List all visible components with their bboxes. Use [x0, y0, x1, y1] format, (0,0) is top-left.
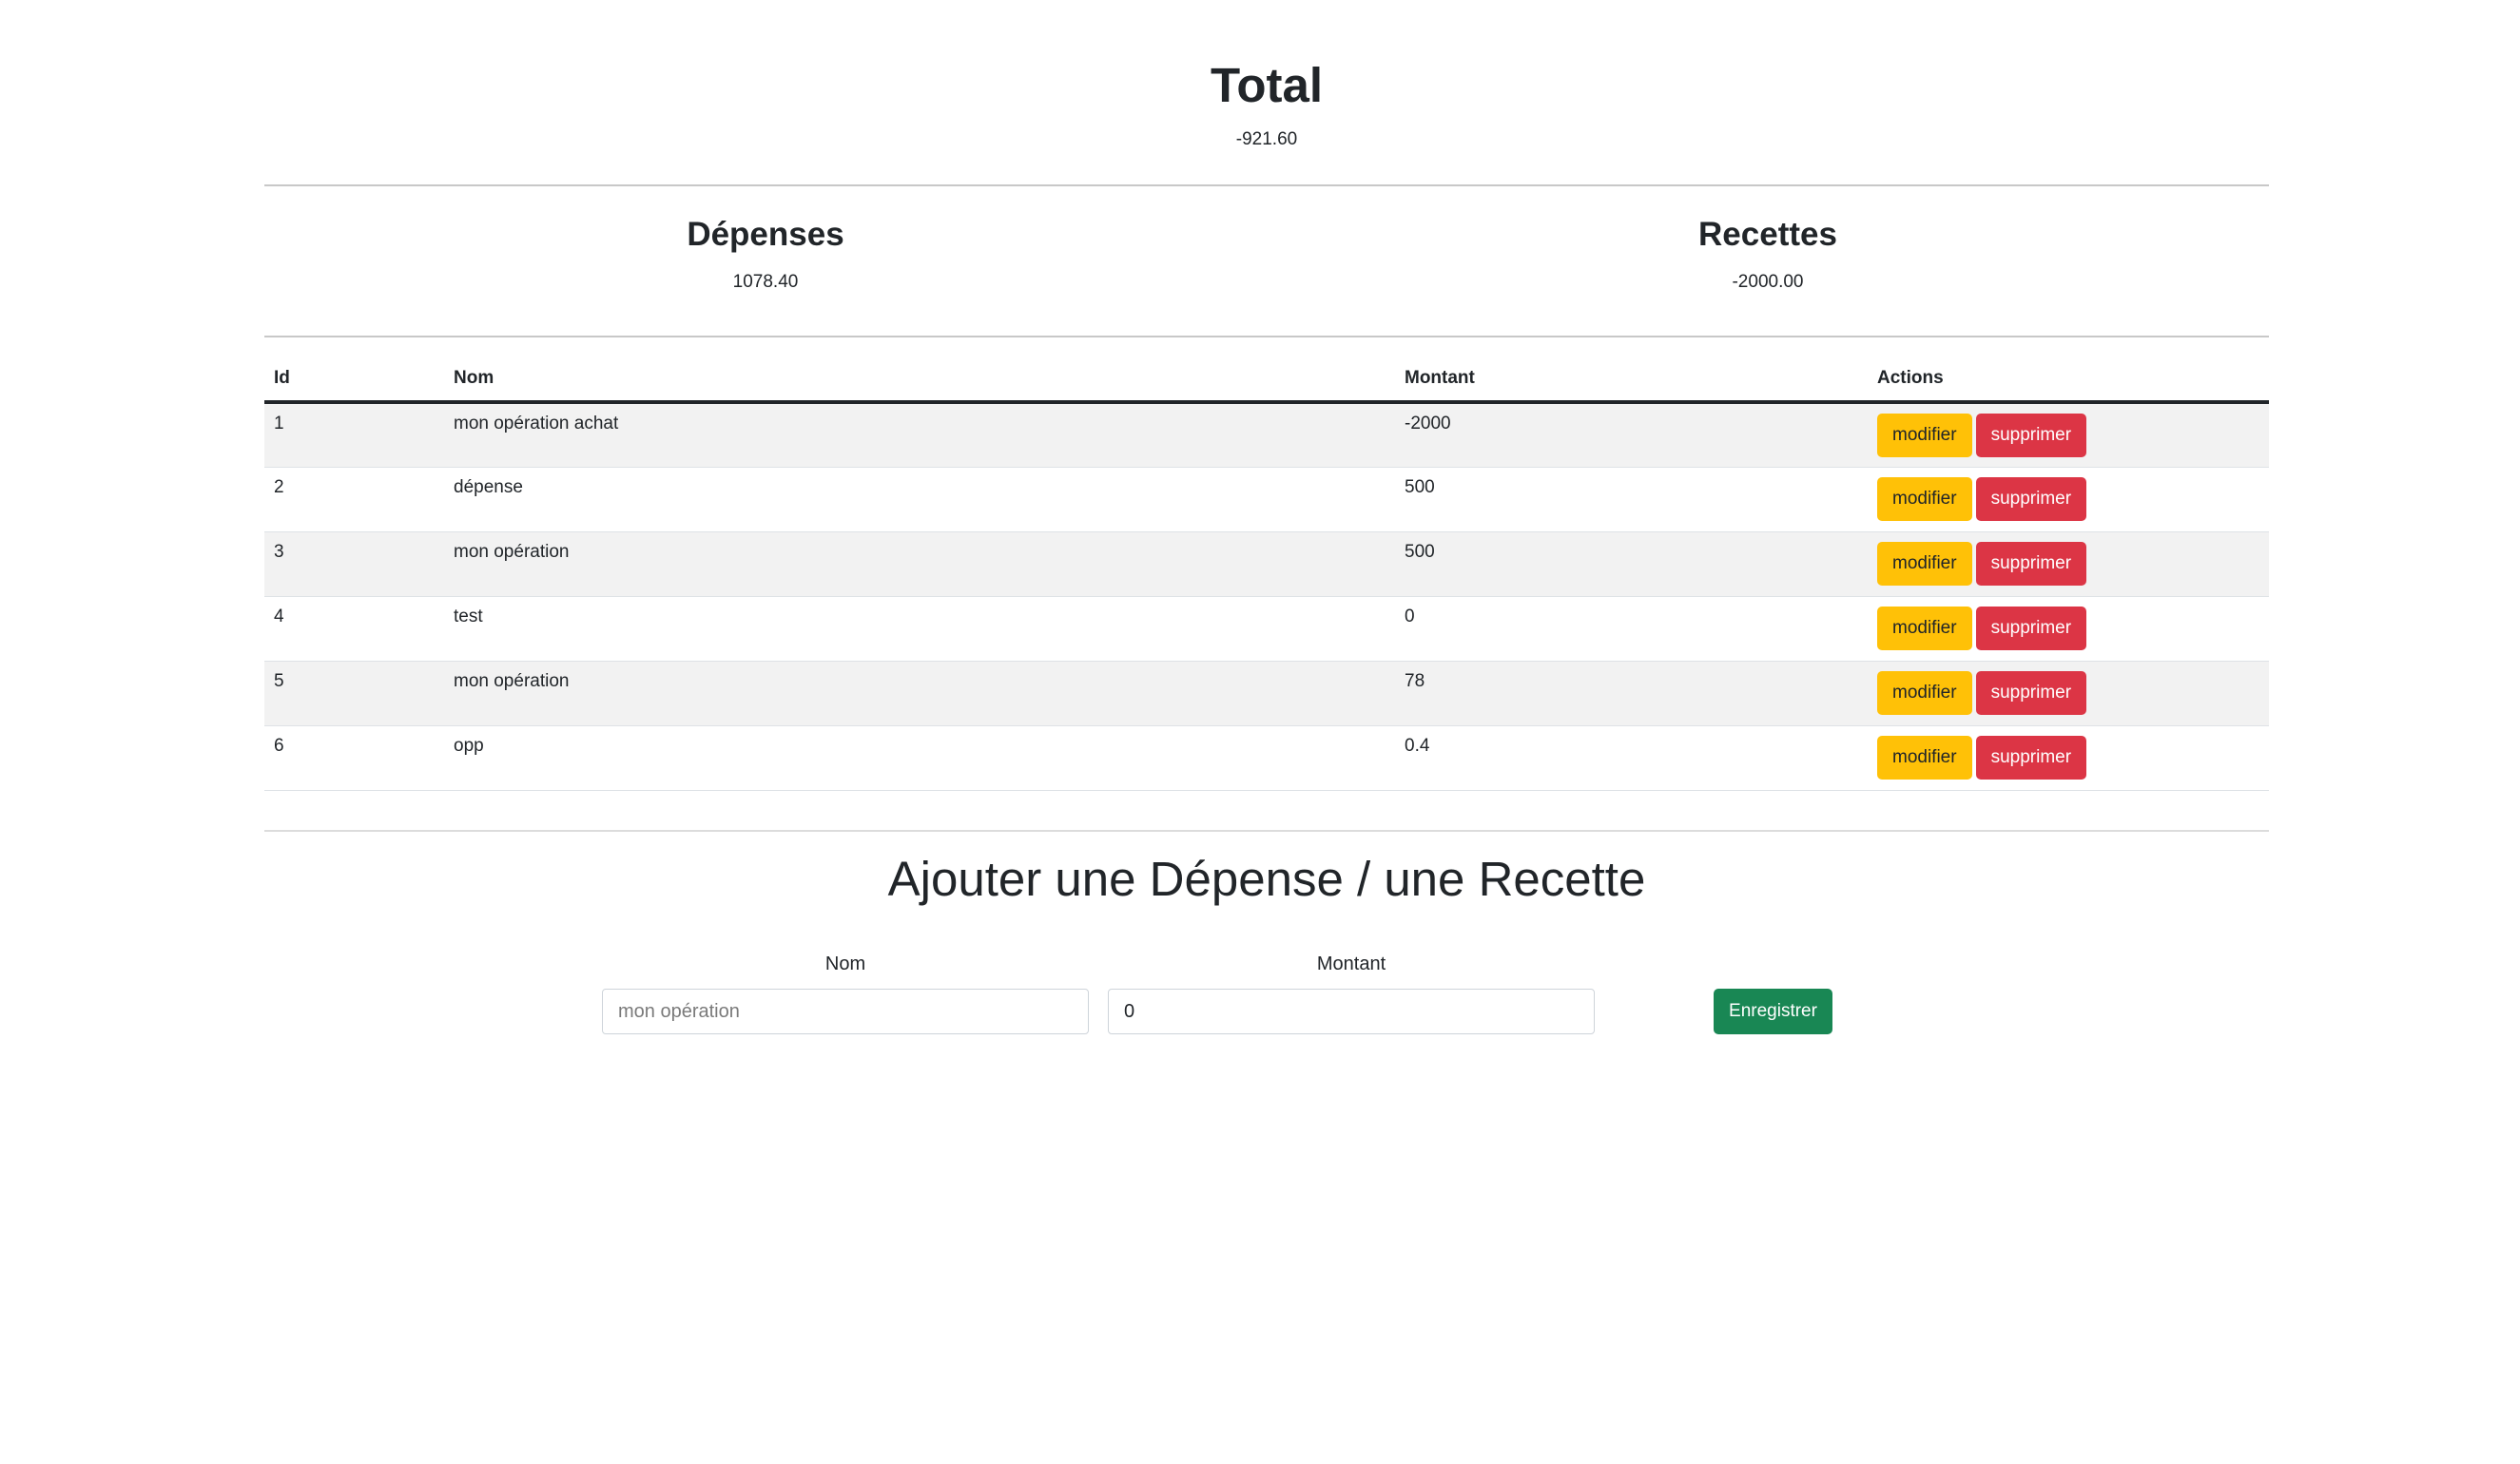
edit-button[interactable]: modifier	[1877, 541, 1972, 586]
delete-button[interactable]: supprimer	[1975, 735, 2087, 780]
cell-id: 6	[264, 725, 444, 791]
montant-input[interactable]	[1108, 989, 1595, 1034]
delete-button[interactable]: supprimer	[1975, 476, 2087, 521]
divider	[264, 830, 2269, 832]
save-button[interactable]: Enregistrer	[1714, 989, 1832, 1034]
cell-montant: 0.4	[1395, 725, 1868, 791]
table-row: 1 mon opération achat -2000 modifier supp…	[264, 402, 2269, 468]
cell-actions: modifier supprimer	[1868, 467, 2269, 532]
edit-button[interactable]: modifier	[1877, 414, 1972, 457]
total-section: Total -921.60	[264, 55, 2269, 150]
table-row: 4 test 0 modifier supprimer	[264, 596, 2269, 662]
cell-nom: mon opération achat	[444, 402, 1395, 468]
cell-montant: 500	[1395, 467, 1868, 532]
column-header-actions: Actions	[1868, 356, 2269, 404]
column-header-nom: Nom	[444, 356, 1395, 404]
divider	[264, 184, 2269, 186]
table-row: 3 mon opération 500 modifier supprimer	[264, 531, 2269, 597]
cell-montant: 500	[1395, 531, 1868, 597]
depenses-title: Dépenses	[687, 216, 844, 253]
table-row: 2 dépense 500 modifier supprimer	[264, 467, 2269, 532]
cell-id: 2	[264, 467, 444, 532]
edit-button[interactable]: modifier	[1877, 476, 1972, 521]
cell-nom: dépense	[444, 467, 1395, 532]
cell-montant: 0	[1395, 596, 1868, 662]
depenses-section: Dépenses 1078.40	[264, 211, 1267, 293]
table-row: 6 opp 0.4 modifier supprimer	[264, 725, 2269, 791]
total-value: -921.60	[1235, 129, 1298, 149]
delete-button[interactable]: supprimer	[1975, 414, 2087, 457]
cell-nom: mon opération	[444, 661, 1395, 726]
column-header-id: Id	[264, 356, 444, 404]
cell-id: 3	[264, 531, 444, 597]
cell-nom: test	[444, 596, 1395, 662]
cell-id: 5	[264, 661, 444, 726]
total-title: Total	[1210, 58, 1324, 112]
column-header-montant: Montant	[1395, 356, 1868, 404]
cell-actions: modifier supprimer	[1868, 531, 2269, 597]
delete-button[interactable]: supprimer	[1975, 606, 2087, 650]
operations-table: Id Nom Montant Actions 1 mon opération a…	[264, 356, 2269, 791]
delete-button[interactable]: supprimer	[1975, 541, 2087, 586]
edit-button[interactable]: modifier	[1877, 670, 1972, 715]
cell-actions: modifier supprimer	[1868, 725, 2269, 791]
table-row: 5 mon opération 78 modifier supprimer	[264, 661, 2269, 726]
recettes-section: Recettes -2000.00	[1267, 211, 2269, 293]
delete-button[interactable]: supprimer	[1975, 670, 2087, 715]
edit-button[interactable]: modifier	[1877, 735, 1972, 780]
nom-input[interactable]	[602, 989, 1089, 1034]
cell-actions: modifier supprimer	[1868, 661, 2269, 726]
form-title: Ajouter une Dépense / une Recette	[887, 852, 1646, 906]
recettes-value: -2000.00	[1732, 272, 1804, 292]
recettes-title: Recettes	[1698, 216, 1837, 253]
cell-actions: modifier supprimer	[1868, 402, 2269, 468]
nom-label: Nom	[824, 954, 866, 974]
depenses-value: 1078.40	[732, 272, 799, 292]
montant-label: Montant	[1316, 954, 1386, 974]
table-header-row: Id Nom Montant Actions	[264, 356, 2269, 404]
cell-montant: -2000	[1395, 402, 1868, 468]
cell-actions: modifier supprimer	[1868, 596, 2269, 662]
cell-id: 4	[264, 596, 444, 662]
cell-nom: mon opération	[444, 531, 1395, 597]
cell-nom: opp	[444, 725, 1395, 791]
cell-montant: 78	[1395, 661, 1868, 726]
divider	[264, 336, 2269, 337]
cell-id: 1	[264, 402, 444, 468]
edit-button[interactable]: modifier	[1877, 606, 1972, 650]
